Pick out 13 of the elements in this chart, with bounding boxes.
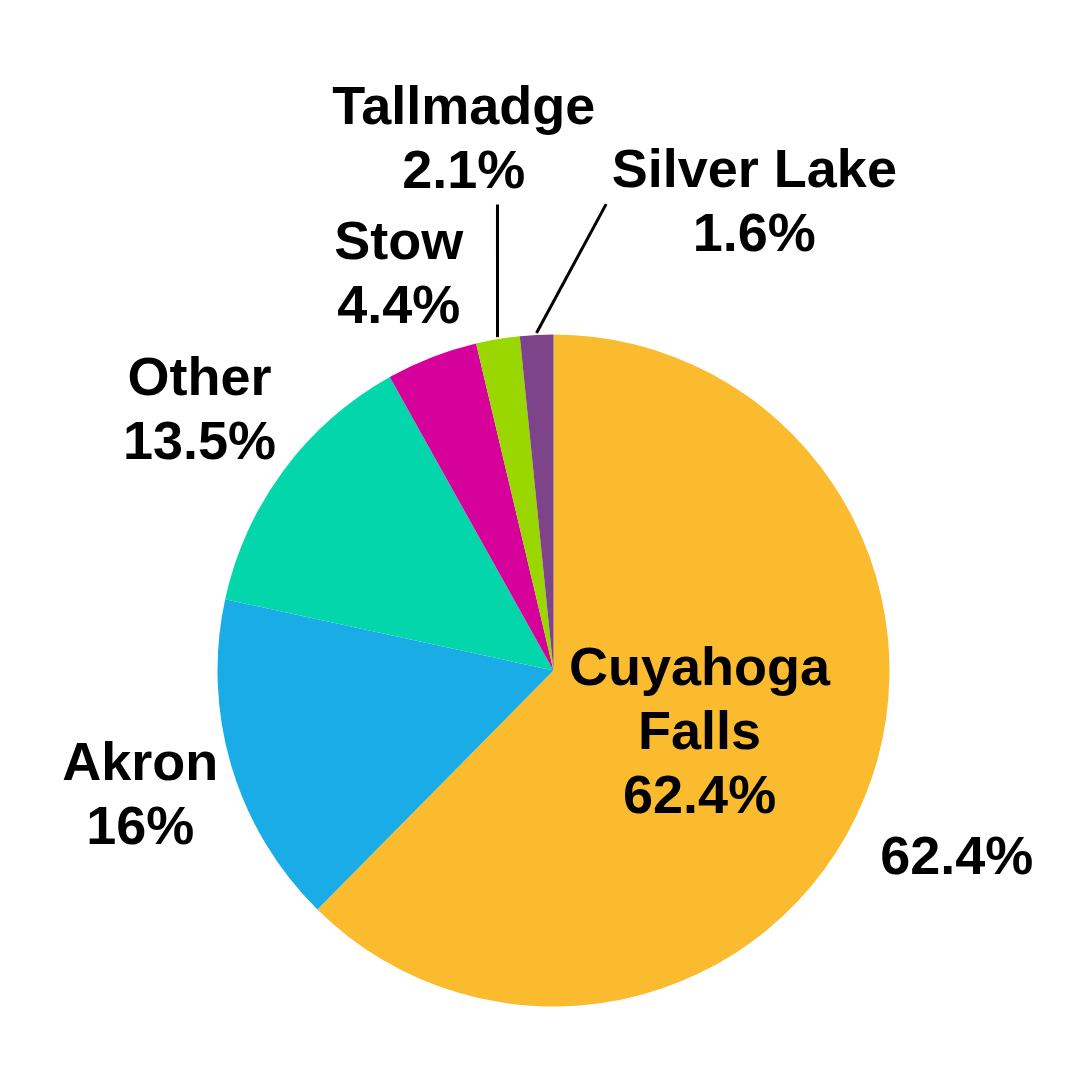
slice-label: Other bbox=[127, 346, 272, 407]
data-label: 16% bbox=[86, 795, 195, 856]
data-label: 2.1% bbox=[402, 138, 526, 199]
slice-label: Cuyahoga Falls bbox=[569, 636, 832, 761]
data-label: 62.4% bbox=[623, 764, 777, 825]
slice-label: Tallmadge bbox=[332, 74, 596, 135]
data-label: 4.4% bbox=[337, 274, 461, 335]
slice-label: Stow bbox=[334, 210, 465, 271]
data-label: 1.6% bbox=[692, 202, 816, 263]
slice-label: Akron bbox=[62, 731, 219, 792]
data-label: 13.5% bbox=[122, 410, 277, 471]
text: 62.4% bbox=[880, 825, 1034, 886]
slice-label: Silver Lake bbox=[611, 138, 897, 199]
